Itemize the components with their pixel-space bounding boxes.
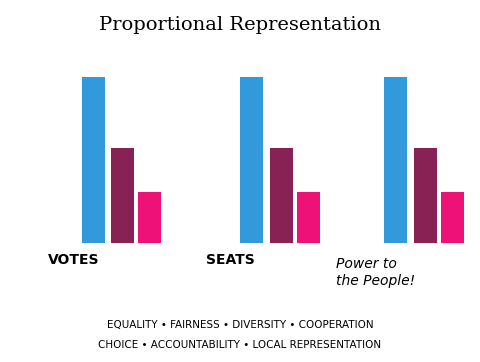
Text: CHOICE • ACCOUNTABILITY • LOCAL REPRESENTATION: CHOICE • ACCOUNTABILITY • LOCAL REPRESEN… — [98, 340, 382, 350]
Bar — [384, 77, 407, 243]
Bar — [297, 192, 320, 243]
Text: Proportional Representation: Proportional Representation — [99, 16, 381, 34]
Bar — [270, 148, 293, 243]
Text: EQUALITY • FAIRNESS • DIVERSITY • COOPERATION: EQUALITY • FAIRNESS • DIVERSITY • COOPER… — [107, 320, 373, 331]
Bar — [111, 148, 134, 243]
Bar — [414, 148, 437, 243]
Bar — [138, 192, 161, 243]
Text: SEATS: SEATS — [206, 253, 255, 268]
Bar — [82, 77, 105, 243]
Text: Power to
the People!: Power to the People! — [336, 257, 415, 288]
Text: VOTES: VOTES — [48, 253, 99, 268]
Bar — [240, 77, 263, 243]
Bar — [441, 192, 464, 243]
